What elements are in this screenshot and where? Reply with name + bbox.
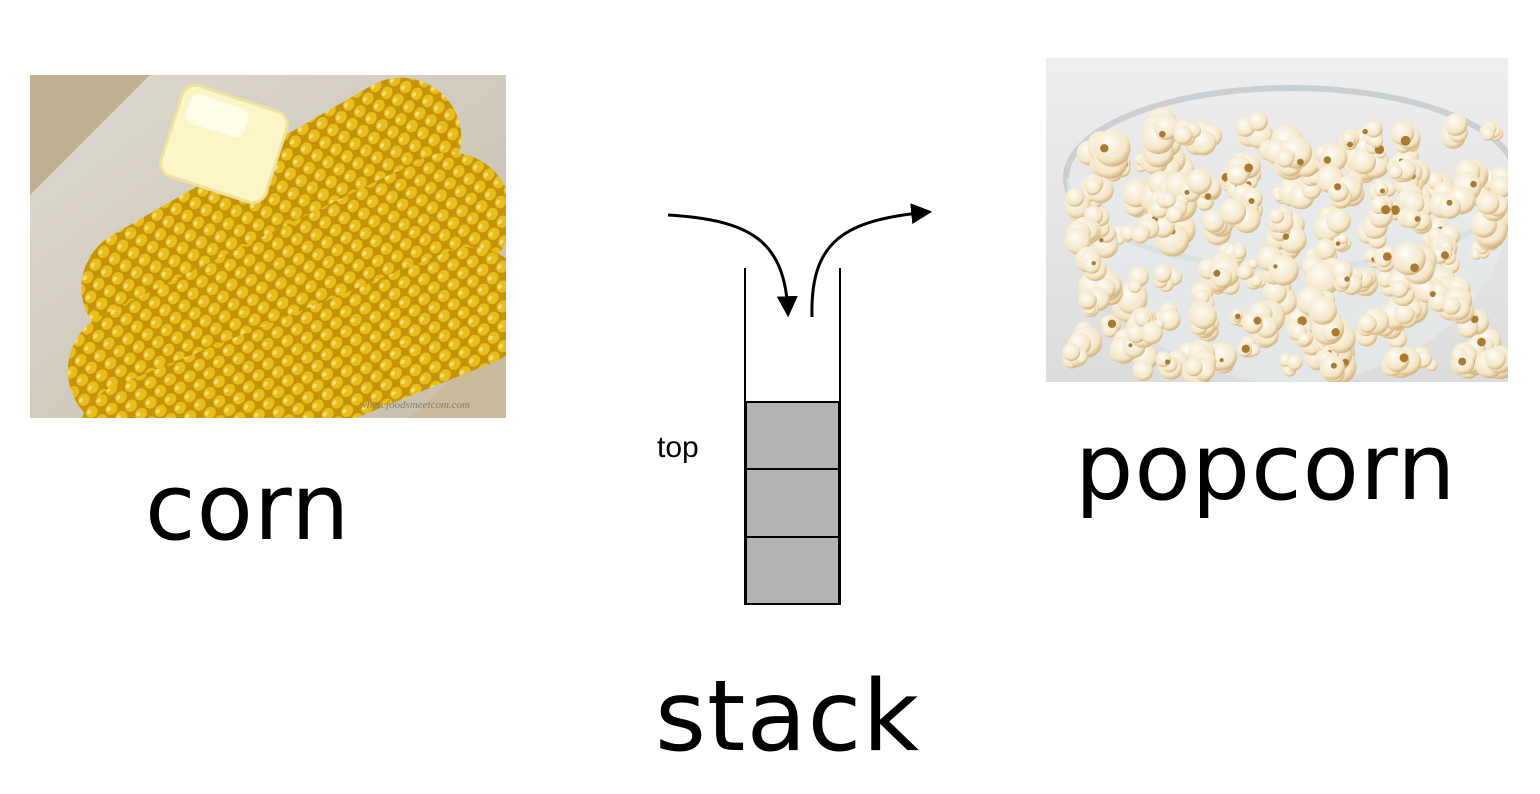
popcorn-kernel [1390, 121, 1421, 153]
popcorn-kernel [1318, 350, 1345, 382]
top-label: top [657, 431, 699, 464]
popcorn-kernel [1226, 152, 1261, 186]
popcorn-kernel [1155, 302, 1181, 331]
popcorn-kernel [1290, 324, 1314, 348]
popcorn-kernel [1268, 206, 1294, 234]
pop-arrow [810, 203, 933, 318]
popcorn-kernel [1480, 166, 1508, 198]
popcorn-kernel [1132, 345, 1158, 381]
popcorn-image [1046, 58, 1508, 382]
popcorn-kernel [1155, 350, 1189, 380]
corn-watermark: wherefoodsmeetcom.com [360, 399, 471, 411]
popcorn-kernel [1126, 310, 1163, 348]
popcorn-kernel [1313, 206, 1351, 243]
popcorn-caption: popcorn [1075, 414, 1457, 521]
popcorn-kernel [1479, 121, 1501, 141]
popcorn-kernel [1122, 178, 1153, 218]
stack-cell-top [745, 401, 840, 470]
popcorn-kernel [1153, 264, 1183, 292]
popcorn-kernel [1397, 208, 1433, 234]
popcorn-kernel [1474, 345, 1508, 380]
popcorn-kernel [1235, 111, 1273, 149]
popcorn-kernel [1278, 353, 1303, 377]
popcorn-kernel [1373, 245, 1396, 273]
popcorn-kernel [1392, 241, 1437, 285]
popcorn-kernel [1161, 193, 1188, 224]
popcorn-kernel [1452, 346, 1477, 375]
popcorn-kernel [1368, 195, 1393, 228]
popcorn-kernel [1296, 286, 1338, 325]
popcorn-kernel [1237, 258, 1259, 280]
popcorn-kernel [1332, 233, 1352, 253]
popcorn-kernel [1429, 181, 1476, 219]
push-arrow [667, 213, 798, 318]
popcorn-kernel [1388, 159, 1416, 183]
popcorn-kernel [1440, 113, 1468, 149]
popcorn-kernel [1276, 147, 1296, 168]
popcorn-kernel [1197, 252, 1241, 288]
popcorn-kernel [1067, 321, 1103, 358]
corn-image: wherefoodsmeetcom.com [30, 75, 506, 418]
popcorn-kernel [1257, 245, 1299, 286]
popcorn-kernel [1431, 240, 1456, 266]
popcorn-kernel [1350, 137, 1390, 181]
popcorn-kernel [1381, 346, 1422, 378]
popcorn-kernel [1278, 173, 1315, 210]
stack-cell-middle [745, 468, 840, 538]
popcorn-kernel [1087, 129, 1131, 179]
stack-cell-bottom [745, 536, 840, 605]
popcorn-kernel [1181, 349, 1217, 382]
popcorn-kernel [1075, 246, 1107, 282]
popcorn-kernel [1330, 260, 1363, 296]
corn-caption: corn [145, 454, 351, 561]
popcorn-kernel [1100, 314, 1121, 338]
popcorn-kernel [1342, 130, 1360, 150]
popcorn-kernel [1141, 107, 1179, 155]
stack-diagram: top [640, 195, 960, 615]
popcorn-kernel [1188, 300, 1217, 336]
popcorn-kernel [1242, 299, 1286, 339]
popcorn-kernel [1355, 307, 1390, 347]
popcorn-kernel [1237, 336, 1260, 358]
popcorn-kernel [1476, 192, 1508, 222]
popcorn-kernel [1062, 342, 1088, 369]
popcorn-kernel [1078, 290, 1099, 318]
popcorn-kernel [1084, 174, 1114, 204]
popcorn-kernel [1376, 269, 1413, 298]
popcorn-kernel [1442, 286, 1475, 324]
popcorn-kernel [1131, 217, 1160, 244]
popcorn-kernel [1316, 165, 1363, 209]
popcorn-kernel [1173, 119, 1202, 146]
popcorn-kernel [1311, 312, 1356, 354]
stack-caption: stack [655, 660, 921, 774]
popcorn-kernel [1219, 198, 1261, 234]
popcorn-kernel [1128, 267, 1149, 294]
popcorn-kernel [1362, 120, 1384, 148]
